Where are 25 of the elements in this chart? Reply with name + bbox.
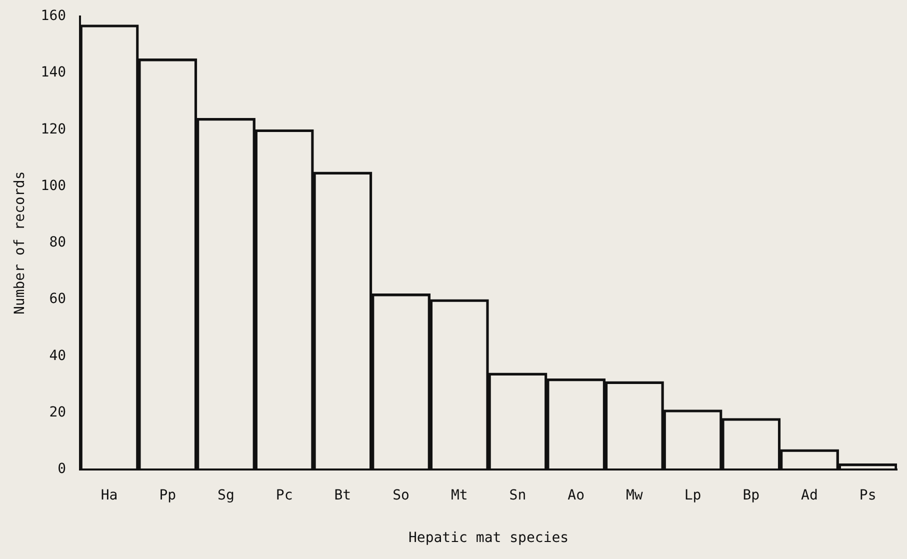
y-tick-label: 140 — [40, 64, 66, 81]
x-tick-label: Mw — [626, 487, 644, 504]
y-tick-label: 20 — [49, 404, 66, 420]
x-axis-title: Hepatic mat species — [408, 530, 569, 546]
x-tick-label: Sg — [218, 487, 234, 504]
x-tick-label: Lp — [684, 487, 702, 504]
y-tick-label: 80 — [49, 234, 66, 251]
x-tick-label: Pp — [159, 487, 176, 504]
y-tick-label: 100 — [40, 178, 66, 194]
x-tick-label: Ad — [801, 487, 818, 504]
y-axis-title: Number of records — [12, 171, 28, 315]
y-tick-label: 120 — [40, 121, 66, 138]
x-tick-label: Sn — [509, 487, 526, 504]
x-tick-label: Mt — [450, 487, 468, 504]
x-tick-label: So — [392, 487, 410, 504]
x-tick-label: Ps — [859, 487, 876, 504]
y-tick-label: 60 — [49, 291, 66, 308]
x-tick-label: Ao — [568, 487, 584, 504]
x-tick-label: Bp — [742, 487, 760, 504]
x-tick-label: Bt — [334, 487, 352, 504]
y-tick-label: 0 — [58, 461, 66, 478]
x-tick-label: Ha — [100, 487, 118, 504]
x-tick-label: Pc — [276, 487, 293, 504]
y-tick-label: 160 — [40, 8, 66, 24]
y-tick-label: 40 — [49, 348, 66, 364]
